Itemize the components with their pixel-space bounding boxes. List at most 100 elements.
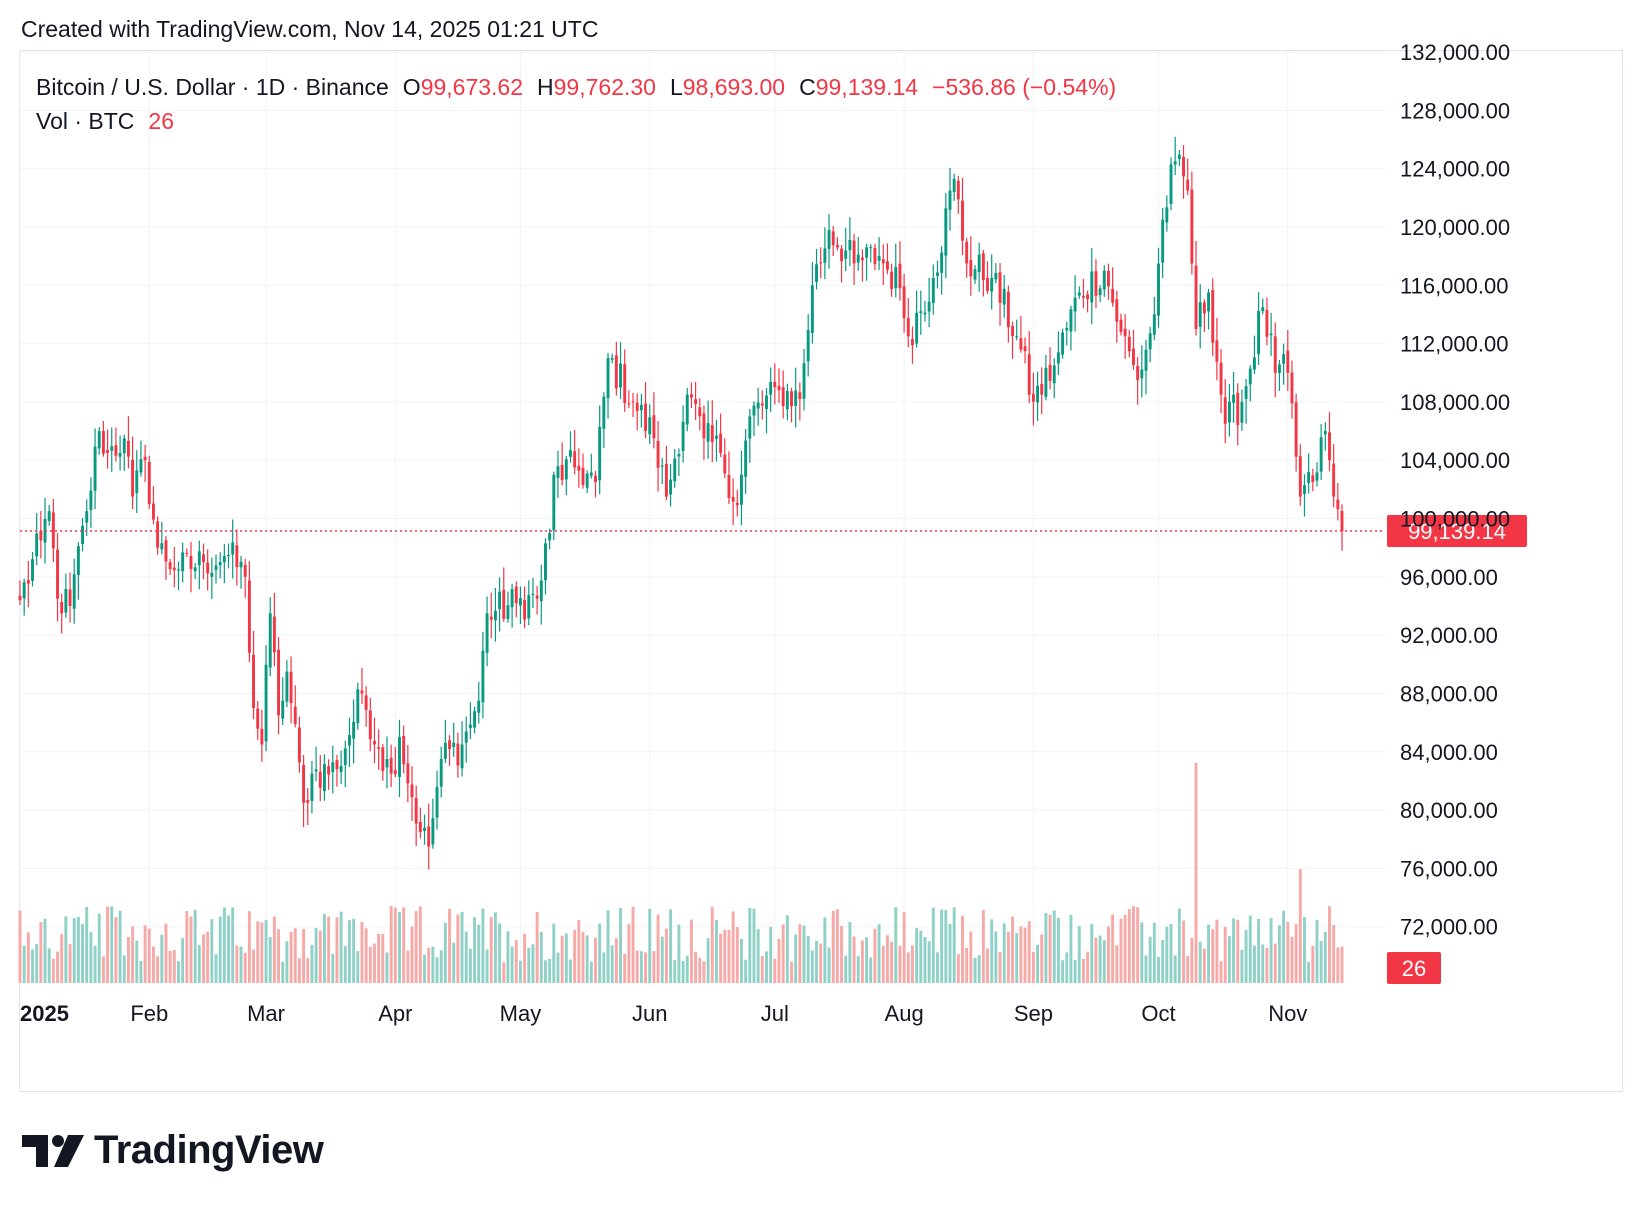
candle: [644, 382, 648, 439]
candle: [781, 370, 785, 419]
candle: [1102, 265, 1106, 297]
volume-bar: [835, 909, 839, 983]
candle: [172, 546, 176, 588]
candle: [131, 436, 135, 510]
volume-bar: [464, 931, 468, 983]
candle: [151, 486, 155, 525]
volume-bar: [810, 950, 814, 983]
volume-bar: [189, 916, 193, 983]
volume-bar: [347, 920, 351, 983]
candle: [498, 577, 502, 632]
volume-bar: [856, 956, 860, 983]
close-label: C: [799, 74, 816, 100]
candle: [556, 450, 560, 498]
volume-bar: [427, 947, 431, 983]
last-volume-tag-label: 26: [1402, 956, 1426, 981]
candle: [1211, 278, 1215, 357]
candle: [468, 702, 472, 740]
volume-bar: [218, 916, 222, 983]
candle: [268, 597, 272, 677]
chart-frame[interactable]: [19, 50, 1623, 1092]
volume-bar: [623, 954, 627, 983]
candle: [873, 243, 877, 271]
volume-bar: [1169, 923, 1173, 983]
candle: [614, 341, 618, 396]
volume-bar: [43, 918, 47, 983]
candle: [210, 557, 214, 599]
volume-bar: [56, 951, 59, 983]
volume-bar: [1236, 919, 1240, 983]
volume-bar: [448, 908, 452, 983]
candle: [135, 450, 139, 514]
price-tick-label: 88,000.00: [1400, 681, 1498, 706]
candle: [727, 451, 731, 504]
candle: [256, 701, 260, 741]
candle: [456, 732, 460, 778]
volume-bar: [1186, 955, 1190, 983]
volume-bar: [873, 928, 877, 983]
candle: [731, 478, 735, 525]
volume-bar: [118, 910, 122, 983]
candle: [22, 578, 26, 616]
volume-bar: [902, 912, 906, 983]
volume-bar: [931, 907, 935, 983]
candle: [752, 401, 756, 437]
candle: [714, 419, 718, 462]
candle: [548, 528, 552, 550]
candle: [260, 709, 264, 762]
volume-bar: [535, 911, 539, 983]
volume-bar: [443, 922, 447, 983]
volume-bar: [26, 932, 30, 983]
candle: [931, 264, 935, 315]
candle: [502, 567, 506, 622]
candle: [389, 744, 393, 788]
low-value: 98,693.00: [682, 74, 786, 100]
candle: [544, 538, 547, 595]
candle: [93, 428, 97, 510]
candle: [719, 413, 723, 457]
price-tick-label: 84,000.00: [1400, 740, 1498, 765]
volume-bar: [1111, 914, 1115, 983]
candle: [1336, 483, 1340, 521]
volume-bar: [727, 929, 731, 983]
volume-bar: [990, 919, 994, 983]
candle: [1081, 278, 1085, 309]
price-axis: 132,000.00 128,000.00 124,000.00 120,000.00…: [1400, 40, 1510, 940]
candle: [81, 517, 85, 552]
candle: [1244, 378, 1248, 424]
candle: [710, 400, 714, 463]
volume-bar: [806, 935, 810, 983]
candle: [1140, 345, 1144, 398]
volume-bar: [1006, 931, 1010, 983]
volume-bar: [406, 950, 410, 983]
volume-bar: [398, 911, 401, 983]
candle: [819, 247, 823, 279]
volume-bar: [927, 941, 931, 983]
volume-bar: [193, 909, 197, 983]
candle: [393, 747, 397, 778]
grid-lines: [19, 51, 1385, 985]
volume-bar: [1132, 906, 1135, 983]
candle: [89, 477, 93, 528]
volume-bar: [393, 907, 397, 983]
volume-bar: [860, 940, 864, 983]
tradingview-logo[interactable]: TradingView: [22, 1128, 324, 1173]
candle: [1252, 335, 1256, 374]
volume-bar: [552, 923, 556, 983]
candle: [385, 736, 389, 789]
volume-bar: [1294, 924, 1298, 983]
volume-bar: [514, 940, 518, 983]
candle: [1236, 383, 1240, 446]
candle: [377, 729, 381, 770]
candle: [656, 421, 660, 492]
candle: [1298, 444, 1302, 506]
candle: [973, 265, 977, 284]
volume-bar: [1148, 936, 1152, 983]
candle: [193, 563, 197, 580]
candles: [18, 136, 1344, 870]
price-tick-label: 76,000.00: [1400, 856, 1498, 881]
candle: [844, 227, 848, 272]
candle: [1107, 263, 1110, 300]
volume-bar: [285, 941, 289, 983]
